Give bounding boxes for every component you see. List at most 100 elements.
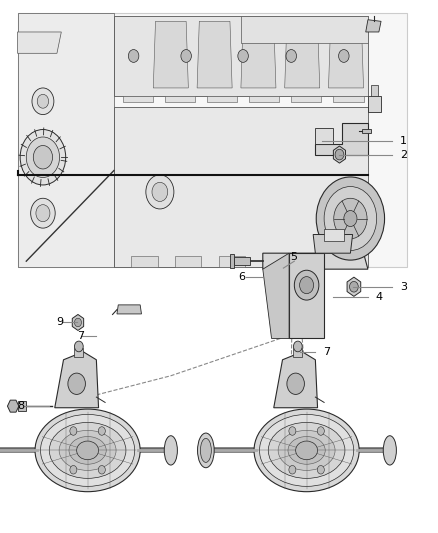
Ellipse shape [200,438,211,462]
Polygon shape [234,257,250,265]
Circle shape [339,50,349,62]
Ellipse shape [259,415,353,486]
Polygon shape [333,146,346,163]
Circle shape [293,341,302,352]
Text: 1: 1 [400,136,407,146]
Circle shape [68,373,85,394]
Circle shape [300,277,314,294]
Ellipse shape [164,436,177,465]
Circle shape [74,341,83,352]
Circle shape [31,198,55,228]
Polygon shape [114,107,368,266]
Polygon shape [289,253,324,338]
Polygon shape [263,253,289,338]
Polygon shape [285,21,320,88]
Ellipse shape [198,433,214,468]
Text: 9: 9 [56,318,63,327]
Polygon shape [241,21,276,88]
Polygon shape [230,254,234,268]
Circle shape [26,137,60,177]
Ellipse shape [41,415,135,486]
Polygon shape [197,21,232,88]
Circle shape [316,177,385,260]
Ellipse shape [49,422,126,479]
Polygon shape [328,21,364,88]
Polygon shape [371,85,378,96]
Circle shape [324,187,377,251]
Ellipse shape [254,409,359,491]
Ellipse shape [288,437,325,464]
Circle shape [350,281,358,292]
Polygon shape [263,253,368,269]
Polygon shape [274,352,318,408]
Circle shape [335,149,344,160]
Polygon shape [123,96,153,102]
Ellipse shape [35,409,140,491]
Polygon shape [18,401,26,411]
Ellipse shape [268,422,345,479]
Circle shape [33,146,53,169]
Polygon shape [293,348,302,357]
Polygon shape [55,352,99,408]
Polygon shape [362,129,371,133]
Circle shape [289,465,296,474]
Ellipse shape [383,436,396,465]
Polygon shape [333,96,364,102]
Ellipse shape [278,431,335,471]
Circle shape [294,270,319,300]
Circle shape [152,182,168,201]
Polygon shape [219,256,245,266]
Text: 5: 5 [290,252,297,262]
Text: 8: 8 [18,401,25,411]
Circle shape [36,205,50,222]
Polygon shape [366,20,381,32]
Polygon shape [72,314,84,330]
Circle shape [289,427,296,435]
Polygon shape [368,96,381,112]
Polygon shape [291,96,321,102]
Polygon shape [18,13,114,266]
Circle shape [128,50,139,62]
Text: 6: 6 [238,272,245,281]
Circle shape [146,175,174,209]
Polygon shape [241,16,368,43]
Circle shape [32,88,54,115]
Circle shape [37,94,49,108]
Ellipse shape [59,431,116,471]
Polygon shape [74,348,83,357]
Polygon shape [315,123,368,155]
Circle shape [98,427,106,435]
Polygon shape [207,96,237,102]
Polygon shape [131,256,158,266]
Polygon shape [315,128,333,144]
Ellipse shape [296,441,318,459]
Polygon shape [324,229,344,241]
Circle shape [181,50,191,62]
Polygon shape [347,277,361,296]
Polygon shape [249,96,279,102]
Circle shape [317,427,324,435]
Circle shape [74,318,81,327]
Polygon shape [313,235,353,253]
Circle shape [70,427,77,435]
Circle shape [317,465,324,474]
Ellipse shape [69,437,106,464]
Polygon shape [175,256,201,266]
Circle shape [334,198,367,239]
Polygon shape [117,305,141,314]
Circle shape [98,465,106,474]
Polygon shape [18,13,407,266]
Polygon shape [263,256,289,266]
Circle shape [70,465,77,474]
Polygon shape [165,96,195,102]
Text: 3: 3 [400,282,407,292]
Text: 2: 2 [400,150,407,159]
Circle shape [344,211,357,227]
Circle shape [238,50,248,62]
Circle shape [20,130,66,185]
Text: 4: 4 [376,292,383,302]
Polygon shape [114,16,368,96]
Polygon shape [18,32,61,53]
Text: 7: 7 [323,347,330,357]
Ellipse shape [77,441,99,459]
